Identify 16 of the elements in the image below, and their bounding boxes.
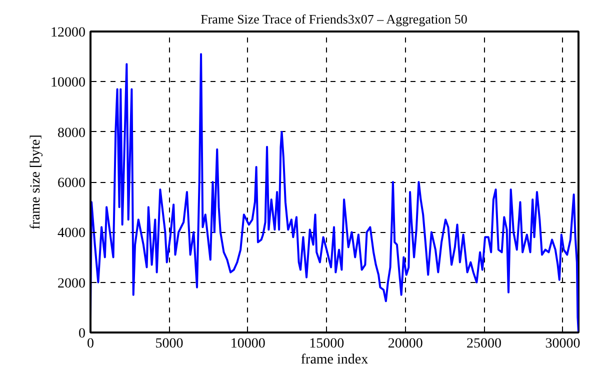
x-tick-label: 15000 <box>309 336 344 352</box>
chart-title: Frame Size Trace of Friends3x07 – Aggregation 50 <box>200 12 468 26</box>
y-tick-label: 4000 <box>58 226 86 242</box>
y-tick-label: 2000 <box>58 276 86 292</box>
y-tick-label: 6000 <box>58 176 86 191</box>
x-tick-label: 20000 <box>388 336 423 352</box>
y-tick-label: 8000 <box>58 126 86 141</box>
y-tick-label: 10000 <box>50 76 86 91</box>
x-tick-label: 25000 <box>466 336 502 352</box>
x-tick-label: 5000 <box>155 336 184 352</box>
x-axis-title: frame index <box>300 352 368 368</box>
x-tick-label: 10000 <box>230 336 266 352</box>
x-tick-label: 30000 <box>545 336 580 352</box>
y-tick-label: 12000 <box>50 26 86 40</box>
y-axis-title: frame size [byte] <box>28 134 44 230</box>
y-tick-label: 0 <box>78 326 86 342</box>
